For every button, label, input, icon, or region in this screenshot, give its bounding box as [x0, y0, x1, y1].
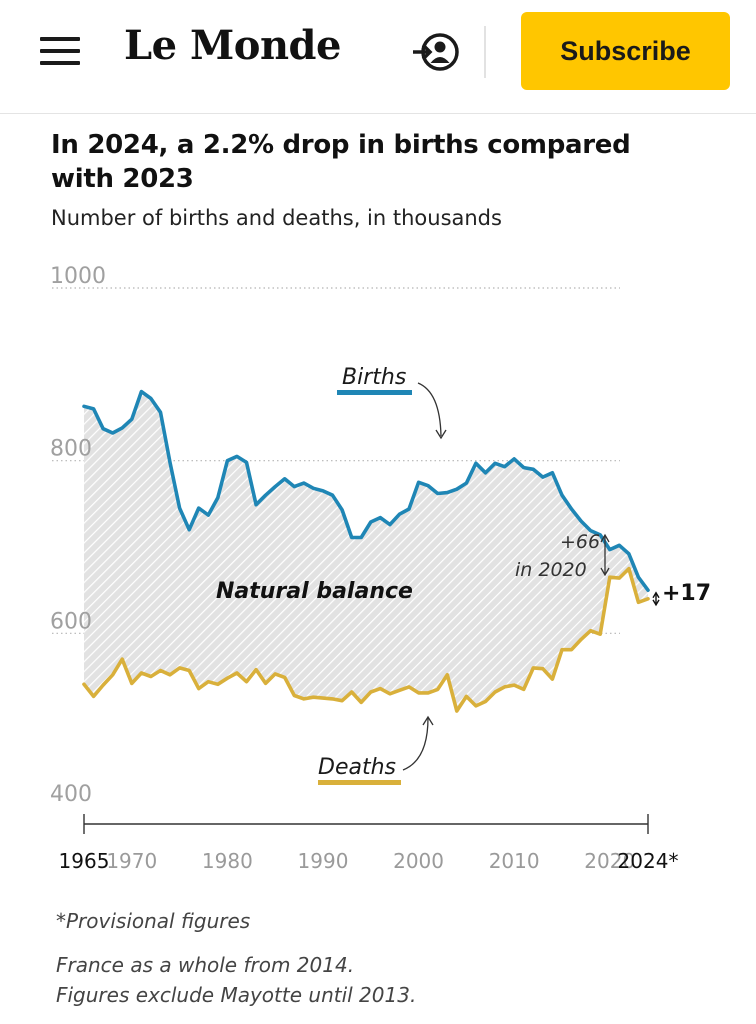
births-swatch [337, 390, 412, 395]
login-icon[interactable] [412, 30, 462, 74]
births-label: Births [342, 365, 406, 390]
deaths-swatch [318, 780, 401, 785]
deaths-line [82, 566, 650, 713]
footnote-provisional: *Provisional figures [56, 909, 251, 933]
births-pointer-arrow [435, 429, 447, 440]
natural-balance-label: Natural balance [216, 579, 413, 604]
y-tick-label: 400 [50, 782, 92, 807]
deaths-pointer-arrow [422, 715, 434, 726]
gap-2020-value: +66 [560, 531, 600, 553]
x-tick-label: 1990 [298, 849, 349, 873]
y-tick-label: 800 [50, 437, 92, 462]
deaths-pointer [402, 717, 429, 771]
y-tick-label: 1000 [50, 264, 106, 289]
y-tick-label: 600 [50, 609, 92, 634]
header-divider [484, 26, 486, 78]
chart-subtitle: Number of births and deaths, in thousand… [51, 206, 502, 230]
gap-2020-arrowheads [600, 533, 610, 577]
births-pointer [417, 382, 442, 437]
chart-title: In 2024, a 2.2% drop in births compared … [51, 130, 631, 194]
site-logo[interactable]: Le Monde [124, 22, 341, 69]
site-header: Le Monde Subscribe [0, 0, 756, 114]
x-tick-label: 1980 [202, 849, 253, 873]
x-tick-label: 1965 [59, 849, 110, 873]
subscribe-button[interactable]: Subscribe [521, 12, 730, 90]
footnote-mayotte: Figures exclude Mayotte until 2013. [56, 983, 417, 1007]
menu-icon[interactable] [40, 34, 82, 68]
gap-2020-year: in 2020 [515, 559, 587, 581]
footnote-scope: France as a whole from 2014. [56, 953, 355, 977]
births-line [82, 389, 650, 593]
x-tick-label: 2010 [489, 849, 540, 873]
gap-2024-arrowheads [652, 591, 660, 607]
x-tick-label: 2000 [393, 849, 444, 873]
gap-2024-value: +17 [662, 581, 711, 606]
x-tick-label: 2020 [584, 849, 635, 873]
x-tick-label: 1970 [106, 849, 157, 873]
x-tick-label: 2024* [618, 849, 679, 873]
deaths-label: Deaths [318, 755, 396, 780]
